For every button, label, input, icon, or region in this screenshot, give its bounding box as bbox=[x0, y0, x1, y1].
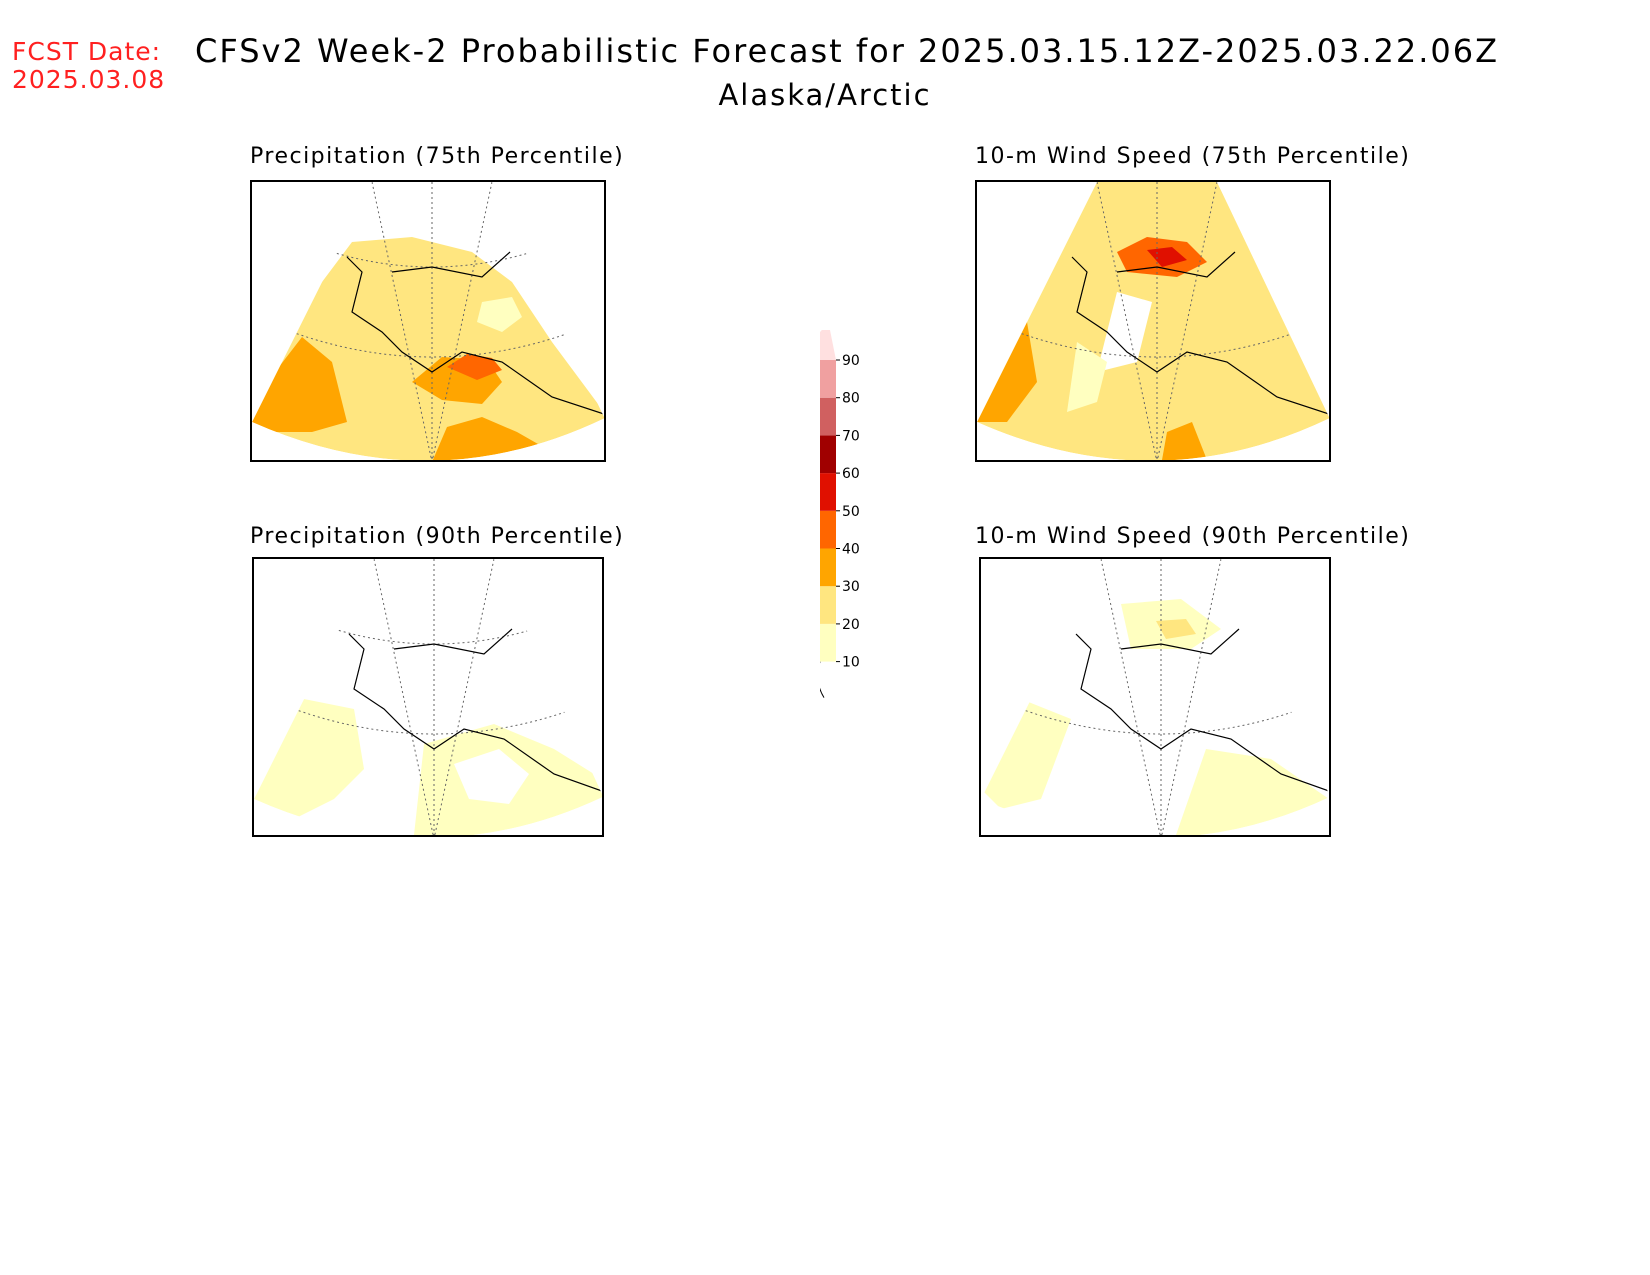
map-wind-75 bbox=[975, 180, 1331, 462]
coastline bbox=[346, 256, 604, 415]
colorbar-swatch bbox=[820, 473, 836, 511]
colorbar-top-segment bbox=[820, 320, 836, 360]
colorbar-tick-label: 40 bbox=[842, 542, 860, 558]
map-precip-75 bbox=[250, 180, 606, 462]
coastline bbox=[393, 628, 513, 655]
colorbar: 10 20 30 40 50 60 70 80 90 bbox=[817, 320, 910, 714]
coastline bbox=[348, 633, 602, 792]
shade-20-30 bbox=[1156, 619, 1196, 639]
shade-10-20 bbox=[254, 699, 364, 819]
colorbar-tick-label: 90 bbox=[842, 353, 860, 369]
panel-title-precip75: Precipitation (75th Percentile) bbox=[250, 144, 625, 169]
shade-10-20 bbox=[1067, 342, 1107, 412]
graticule bbox=[1016, 182, 1298, 460]
colorbar-tick-label: 60 bbox=[842, 466, 860, 482]
fcst-date-label: FCST Date: bbox=[12, 37, 162, 66]
map-precip-90 bbox=[252, 557, 604, 837]
page-title: CFSv2 Week-2 Probabilistic Forecast for … bbox=[195, 32, 1500, 70]
fcst-date-value: 2025.03.08 bbox=[12, 65, 166, 94]
colorbar-tail bbox=[817, 661, 825, 698]
coastline bbox=[1071, 256, 1329, 415]
no-shade bbox=[452, 182, 492, 222]
colorbar-tick-label: 50 bbox=[842, 504, 860, 520]
colorbar-svg: 10 20 30 40 50 60 70 80 90 bbox=[817, 320, 860, 698]
colorbar-tick-label: 10 bbox=[842, 655, 860, 671]
colorbar-swatch bbox=[820, 586, 836, 624]
colorbar-swatch bbox=[820, 397, 836, 436]
colorbar-swatch bbox=[820, 510, 836, 549]
coastline bbox=[1116, 251, 1236, 278]
map-wind-90 bbox=[979, 557, 1331, 837]
region-subtitle: Alaska/Arctic bbox=[718, 78, 932, 112]
no-shade bbox=[1097, 292, 1152, 372]
colorbar-swatch bbox=[820, 548, 836, 587]
colorbar-tick-label: 80 bbox=[842, 391, 860, 407]
panel-title-wind75: 10-m Wind Speed (75th Percentile) bbox=[975, 144, 1411, 169]
coastline bbox=[391, 251, 511, 278]
panel-title-wind90: 10-m Wind Speed (90th Percentile) bbox=[975, 524, 1411, 549]
colorbar-tick-label: 30 bbox=[842, 579, 860, 595]
panel-title-precip90: Precipitation (90th Percentile) bbox=[250, 524, 625, 549]
forecast-date-block: FCST Date: 2025.03.08 bbox=[12, 38, 165, 94]
colorbar-tick-label: 70 bbox=[842, 428, 860, 444]
shade-10-20 bbox=[981, 699, 1071, 809]
colorbar-swatch bbox=[820, 360, 836, 398]
colorbar-swatch bbox=[820, 623, 836, 662]
shade-30-40 bbox=[252, 337, 347, 432]
colorbar-swatch bbox=[820, 435, 836, 474]
shade-10-20 bbox=[477, 297, 522, 332]
graticule bbox=[1020, 559, 1302, 835]
coastline bbox=[1120, 628, 1240, 655]
coastline bbox=[1075, 633, 1329, 792]
no-shade bbox=[454, 749, 529, 804]
colorbar-tick-label: 20 bbox=[842, 617, 860, 633]
shade-40-50 bbox=[447, 354, 502, 380]
shade-30-40 bbox=[1162, 422, 1207, 460]
